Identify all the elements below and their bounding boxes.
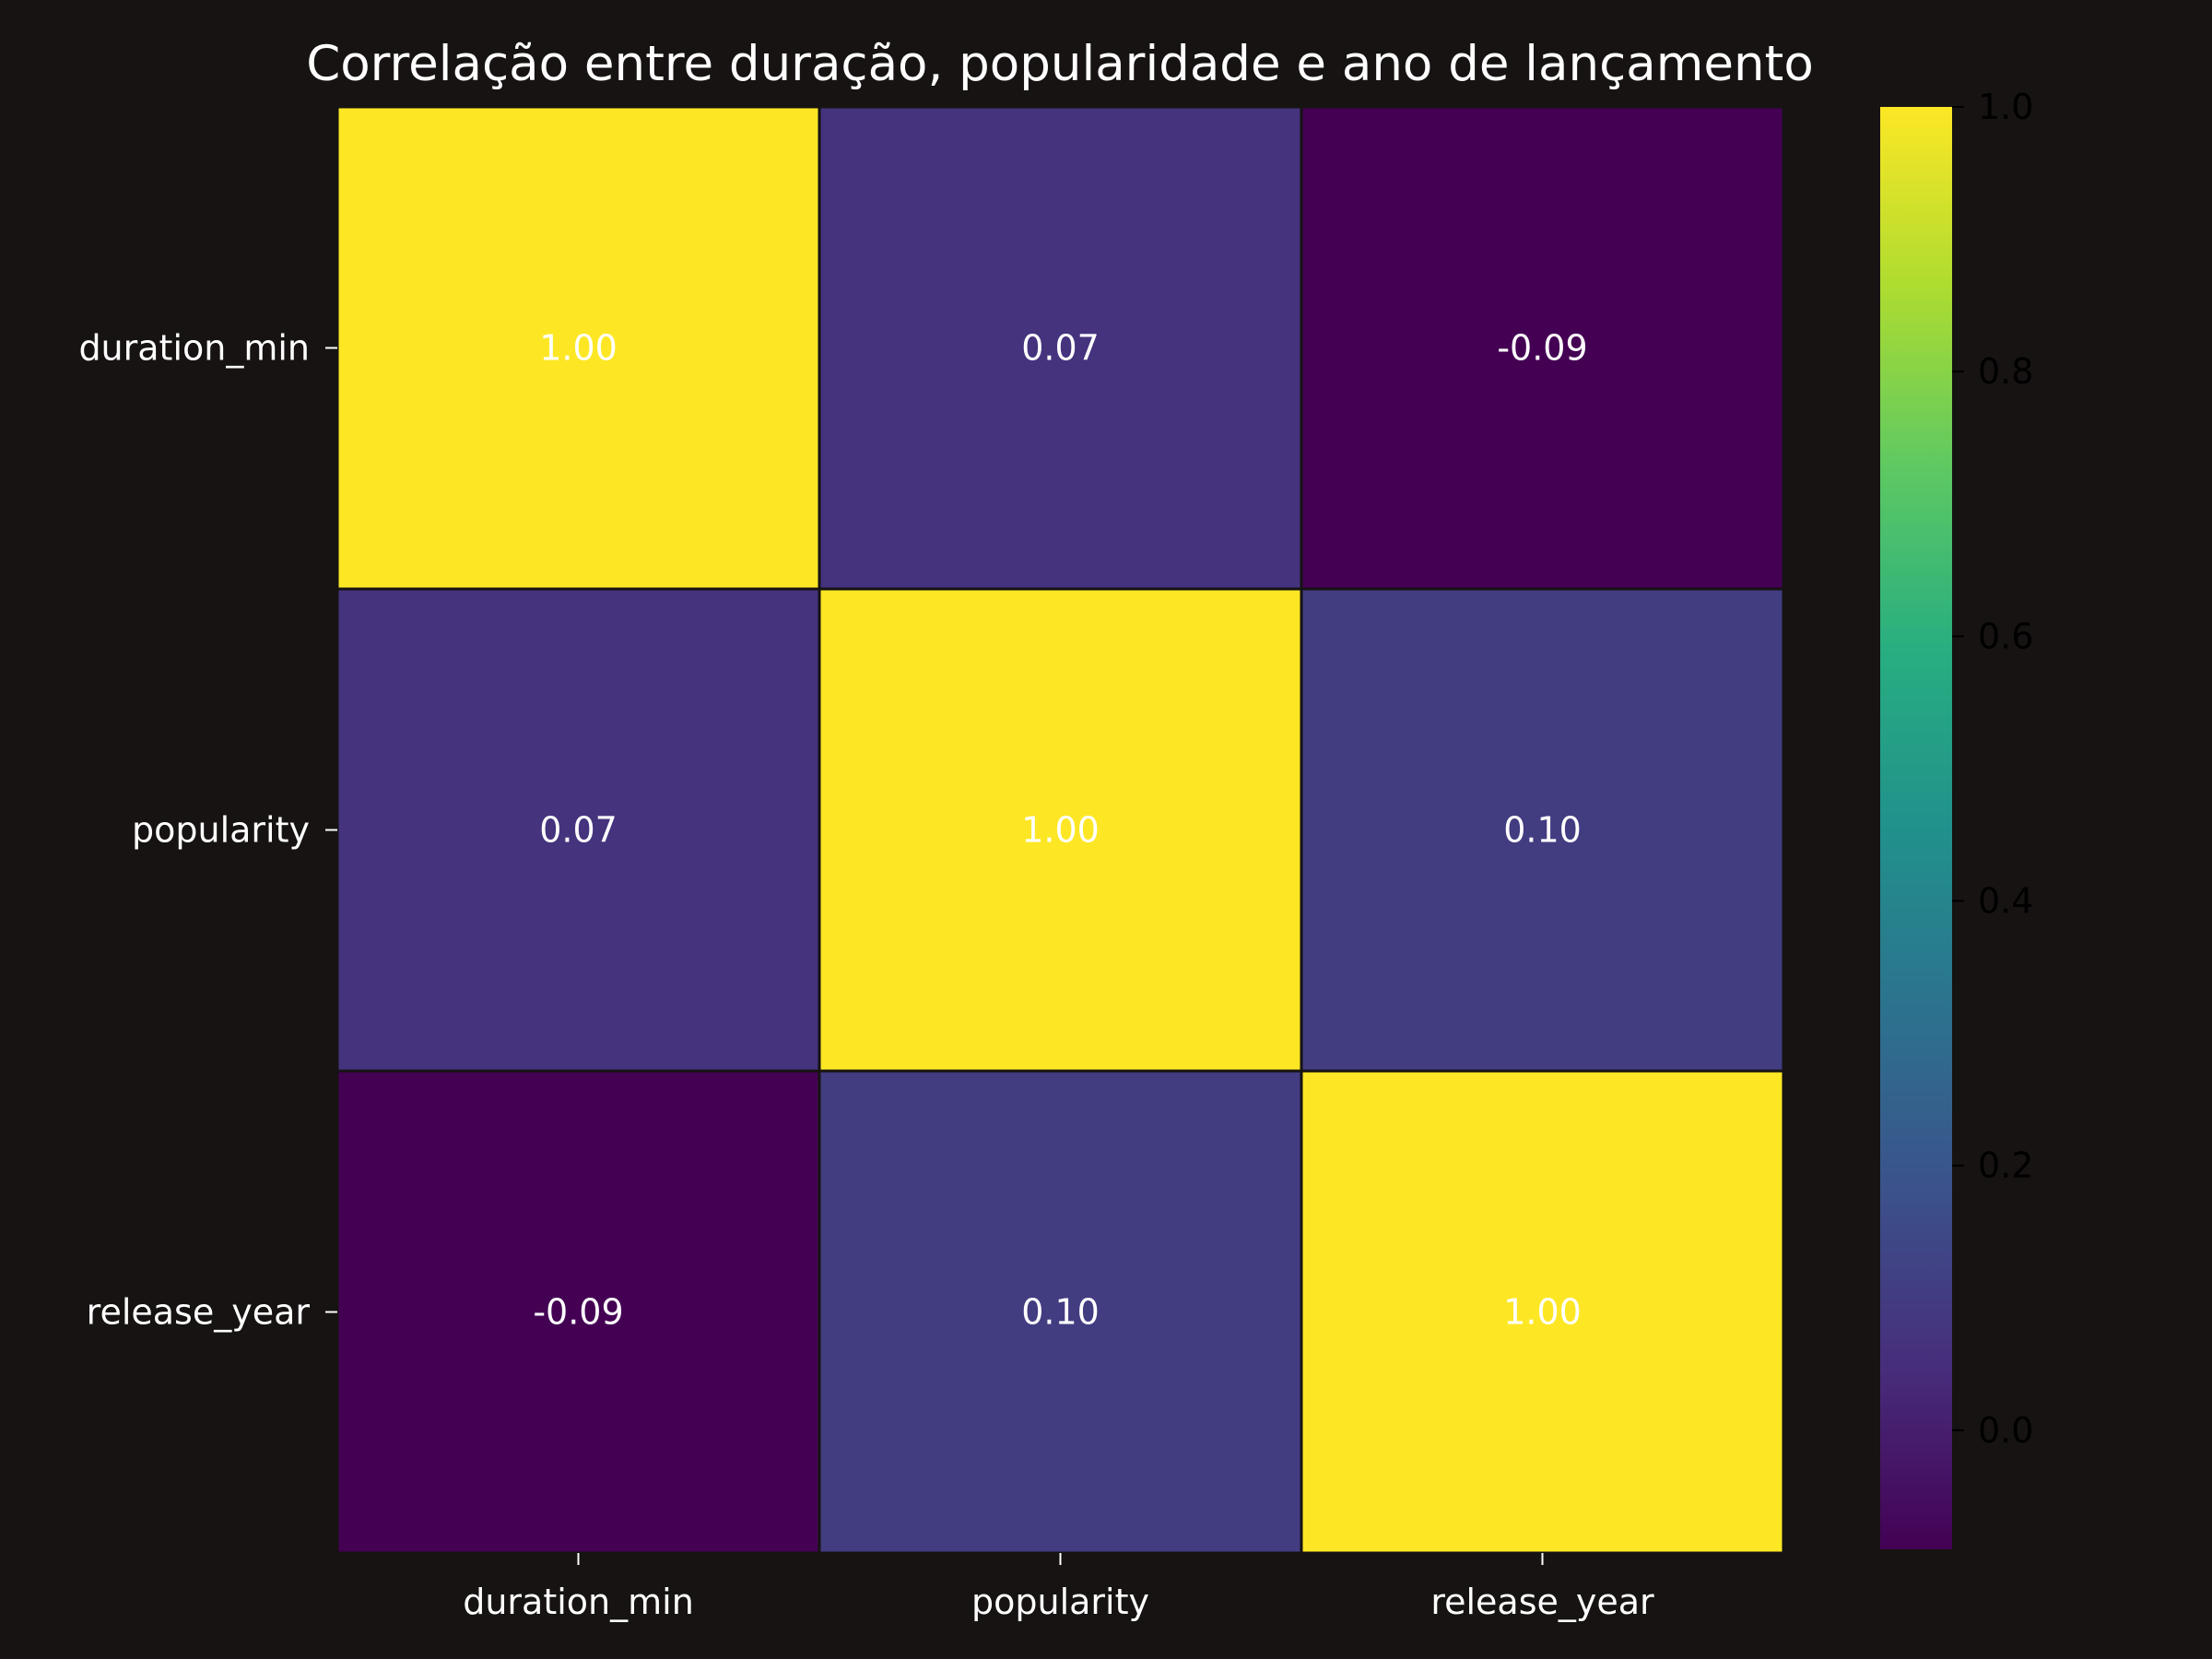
x-axis-tick-label: duration_min bbox=[463, 1582, 694, 1622]
x-axis-tick-label: popularity bbox=[971, 1582, 1149, 1622]
y-axis-tick-label: duration_min bbox=[78, 328, 310, 369]
heatmap-cell bbox=[335, 1069, 821, 1555]
y-axis-tick-label: popularity bbox=[132, 810, 310, 851]
x-axis: duration_min popularity release_year bbox=[463, 1553, 1654, 1622]
colorbar-ticks: 0.0 0.2 0.4 0.6 0.8 1.0 bbox=[1952, 87, 2033, 1451]
heatmap-cell bbox=[818, 105, 1303, 591]
heatmap-cell bbox=[335, 587, 821, 1073]
heatmap-cell bbox=[335, 105, 821, 591]
heatmap-cell-value: 0.10 bbox=[1021, 1292, 1100, 1333]
heatmap-cell-value: 0.10 bbox=[1503, 810, 1582, 851]
colorbar-tick-label: 1.0 bbox=[1978, 87, 2033, 127]
heatmap-cell-value: -0.09 bbox=[1497, 328, 1587, 369]
colorbar-tick-label: 0.6 bbox=[1978, 616, 2033, 656]
heatmap-cell-value: 1.00 bbox=[1021, 810, 1100, 851]
heatmap-cell bbox=[1300, 105, 1785, 591]
y-axis-tick-label: release_year bbox=[87, 1292, 311, 1333]
colorbar-tick-label: 0.4 bbox=[1978, 880, 2033, 921]
chart-title: Correlação entre duração, popularidade e… bbox=[306, 36, 1814, 92]
y-axis: duration_min popularity release_year bbox=[78, 328, 337, 1333]
x-axis-tick-label: release_year bbox=[1430, 1582, 1654, 1622]
colorbar-tick-label: 0.8 bbox=[1978, 351, 2033, 392]
heatmap-cells bbox=[335, 105, 1785, 1555]
heatmap-cell-labels: 1.00 0.07 -0.09 0.07 1.00 0.10 -0.09 0.10 1.00 bbox=[533, 328, 1587, 1333]
heatmap-cell-value: 1.00 bbox=[1503, 1292, 1582, 1333]
colorbar-tick-label: 0.2 bbox=[1978, 1146, 2033, 1186]
colorbar-tick-label: 0.0 bbox=[1978, 1410, 2033, 1451]
heatmap-cell bbox=[818, 587, 1303, 1073]
heatmap-cell bbox=[1300, 587, 1785, 1073]
colorbar bbox=[1880, 107, 1952, 1549]
heatmap-cell-value: 0.07 bbox=[539, 810, 618, 851]
heatmap-cell bbox=[818, 1069, 1303, 1555]
heatmap-cell-value: 0.07 bbox=[1021, 328, 1100, 369]
heatmap-cell-value: 1.00 bbox=[539, 328, 618, 369]
heatmap-cell-value: -0.09 bbox=[533, 1292, 623, 1333]
